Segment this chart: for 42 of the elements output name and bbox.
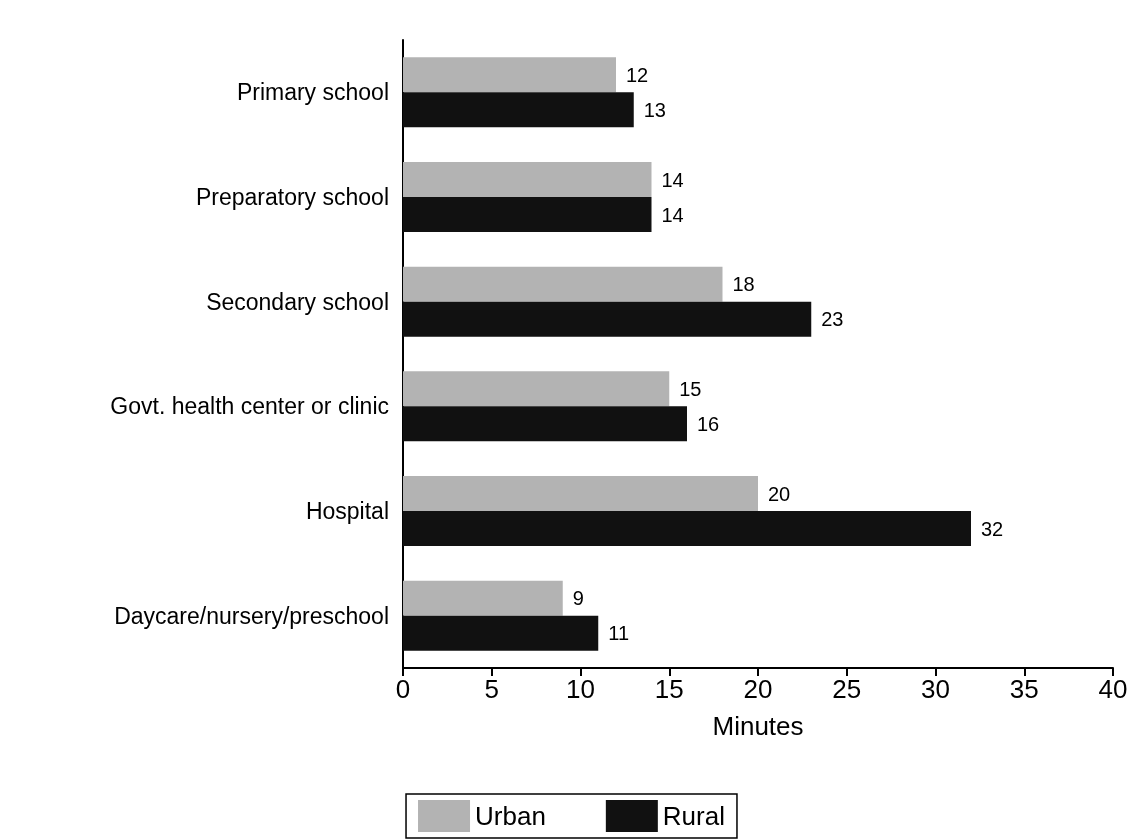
legend-label: Rural: [662, 801, 725, 831]
bar: [403, 266, 723, 302]
x-tick-label: 30: [921, 674, 950, 704]
bar: [403, 197, 652, 232]
data-label: 12: [626, 63, 649, 86]
data-label: 14: [661, 168, 684, 191]
data-label: 18: [732, 273, 755, 296]
y-tick-label: Daycare/nursery/preschool: [114, 602, 389, 629]
x-tick-label: 40: [1098, 674, 1128, 704]
bar: [403, 615, 599, 651]
y-tick-label: Preparatory school: [195, 184, 389, 210]
bar: [403, 371, 670, 407]
bar: [403, 92, 634, 128]
legend-label: Urban: [475, 801, 546, 831]
bar: [403, 580, 563, 616]
data-label: 11: [608, 622, 630, 645]
data-label: 20: [768, 482, 791, 505]
data-label: 32: [981, 517, 1004, 540]
x-tick-label: 5: [484, 674, 499, 704]
data-label: 14: [661, 203, 684, 226]
data-label: 13: [643, 98, 666, 121]
x-axis-title: Minutes: [712, 711, 804, 741]
bar: [403, 162, 652, 197]
data-label: 15: [679, 377, 702, 400]
x-tick-label: 35: [1009, 674, 1039, 704]
data-label: 9: [572, 587, 584, 610]
data-label: 23: [821, 308, 844, 331]
y-tick-label: Govt. health center or clinic: [110, 393, 389, 420]
x-tick-label: 20: [743, 674, 773, 704]
data-label: 16: [697, 412, 720, 435]
x-tick-label: 10: [566, 674, 595, 704]
x-tick-label: 25: [832, 674, 862, 704]
bar: [403, 476, 758, 511]
x-tick-label: 15: [654, 674, 684, 704]
y-tick-label: Primary school: [236, 79, 389, 106]
x-tick-label: 0: [395, 674, 411, 704]
y-tick-label: Hospital: [305, 498, 389, 524]
y-tick-label: Secondary school: [206, 288, 389, 315]
bar: [403, 406, 687, 442]
bar: [403, 301, 812, 337]
bar: [403, 57, 616, 93]
bar: [403, 511, 971, 546]
